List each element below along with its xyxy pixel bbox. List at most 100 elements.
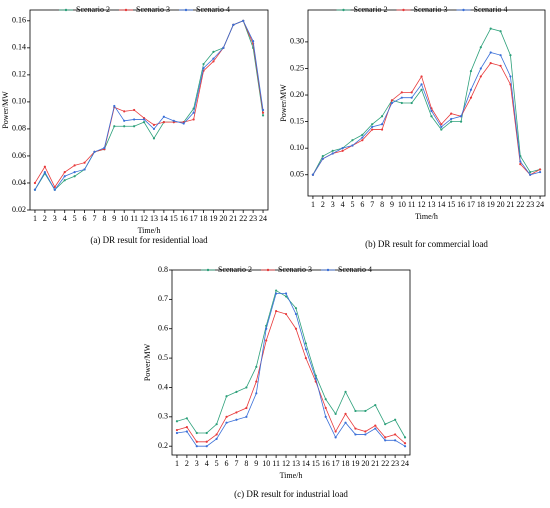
point bbox=[192, 111, 195, 114]
point bbox=[294, 327, 298, 330]
point bbox=[225, 395, 228, 398]
caption: (b) DR result for commercial load bbox=[365, 239, 488, 249]
point bbox=[133, 108, 136, 112]
x-tick-label: 24 bbox=[536, 200, 544, 209]
point bbox=[255, 380, 258, 383]
x-tick-label: 6 bbox=[225, 459, 229, 468]
point bbox=[390, 101, 394, 105]
point bbox=[261, 114, 265, 117]
point bbox=[175, 420, 179, 423]
point bbox=[420, 88, 423, 91]
point bbox=[152, 123, 156, 126]
point bbox=[459, 120, 463, 123]
point bbox=[185, 430, 188, 433]
point bbox=[123, 110, 126, 113]
point bbox=[162, 115, 165, 118]
point bbox=[354, 433, 357, 436]
x-tick-label: 1 bbox=[311, 200, 315, 209]
legend-label: Scenario 3 bbox=[278, 265, 312, 274]
point bbox=[410, 101, 413, 105]
point bbox=[469, 70, 473, 73]
point bbox=[185, 426, 188, 429]
point bbox=[205, 440, 208, 443]
series-line bbox=[34, 20, 264, 188]
x-tick-label: 3 bbox=[53, 214, 57, 223]
y-tick-label: 0.10 bbox=[290, 143, 304, 152]
point bbox=[331, 149, 334, 152]
point bbox=[440, 123, 443, 126]
x-tick-label: 23 bbox=[249, 214, 257, 223]
caption: (a) DR result for residential load bbox=[90, 235, 208, 245]
point bbox=[489, 62, 492, 65]
chart: 0.050.100.150.200.250.301 2 3 4 5 6 7 8 9 10 11 12 1… bbox=[279, 5, 546, 249]
point bbox=[192, 118, 195, 121]
x-tick-label: 17 bbox=[467, 200, 475, 209]
point bbox=[380, 128, 384, 131]
y-tick-label: 0.5 bbox=[158, 353, 168, 362]
series-line bbox=[176, 310, 406, 444]
legend-marker bbox=[206, 268, 210, 272]
x-tick-label: 12 bbox=[282, 459, 290, 468]
point bbox=[304, 348, 307, 351]
point bbox=[394, 433, 397, 436]
legend-marker bbox=[326, 268, 330, 272]
point bbox=[294, 312, 298, 316]
point bbox=[374, 427, 377, 430]
x-tick-label: 22 bbox=[381, 459, 389, 468]
x-tick-label: 18 bbox=[342, 459, 350, 468]
x-tick-label: 19 bbox=[209, 214, 217, 223]
y-tick-label: 0.4 bbox=[158, 382, 168, 391]
point bbox=[284, 312, 288, 316]
x-tick-label: 5 bbox=[350, 200, 354, 209]
x-tick-label: 21 bbox=[229, 214, 237, 223]
x-tick-label: 12 bbox=[140, 214, 148, 223]
point bbox=[212, 60, 215, 63]
point bbox=[321, 155, 324, 158]
y-tick-label: 0.04 bbox=[12, 178, 26, 187]
point bbox=[430, 109, 433, 113]
point bbox=[384, 436, 387, 439]
x-tick-label: 13 bbox=[427, 200, 435, 209]
x-tick-label: 6 bbox=[360, 200, 364, 209]
point bbox=[235, 411, 238, 414]
point bbox=[364, 430, 367, 433]
point bbox=[73, 175, 76, 178]
point bbox=[334, 412, 337, 415]
legend-label: Scenario 2 bbox=[218, 265, 252, 274]
point bbox=[294, 307, 298, 310]
x-tick-label: 9 bbox=[112, 214, 116, 223]
x-tick-label: 22 bbox=[239, 214, 247, 223]
x-tick-label: 24 bbox=[259, 214, 267, 223]
point bbox=[509, 75, 512, 78]
point bbox=[83, 168, 86, 171]
point bbox=[185, 417, 188, 420]
point bbox=[245, 386, 248, 389]
point bbox=[440, 125, 443, 129]
point bbox=[53, 185, 56, 189]
chart: 0.20.30.40.50.60.70.81 2 3 4 5 6 7 8 9 10 11 12 13 14… bbox=[143, 265, 411, 499]
point bbox=[242, 19, 245, 22]
chart: 0.020.040.060.080.100.120.140.161 2 3 4 5 6 7 8… bbox=[1, 5, 269, 245]
x-axis-label: Time/h bbox=[280, 471, 303, 480]
point bbox=[354, 409, 357, 413]
point bbox=[410, 91, 413, 94]
point bbox=[380, 123, 384, 126]
point bbox=[275, 310, 278, 313]
point bbox=[255, 392, 258, 395]
x-tick-label: 11 bbox=[130, 214, 138, 223]
point bbox=[73, 171, 76, 174]
y-tick-label: 0.10 bbox=[12, 97, 26, 106]
point bbox=[479, 67, 482, 70]
legend-label: Scenario 2 bbox=[354, 5, 388, 14]
x-tick-label: 10 bbox=[120, 214, 128, 223]
x-tick-label: 14 bbox=[160, 214, 168, 223]
x-tick-label: 10 bbox=[398, 200, 406, 209]
point bbox=[403, 445, 407, 448]
y-tick-label: 0.20 bbox=[290, 90, 304, 99]
point bbox=[202, 62, 205, 66]
point bbox=[374, 403, 377, 407]
point bbox=[212, 57, 215, 60]
point bbox=[384, 439, 387, 442]
point bbox=[63, 179, 66, 182]
legend-marker bbox=[184, 8, 188, 12]
